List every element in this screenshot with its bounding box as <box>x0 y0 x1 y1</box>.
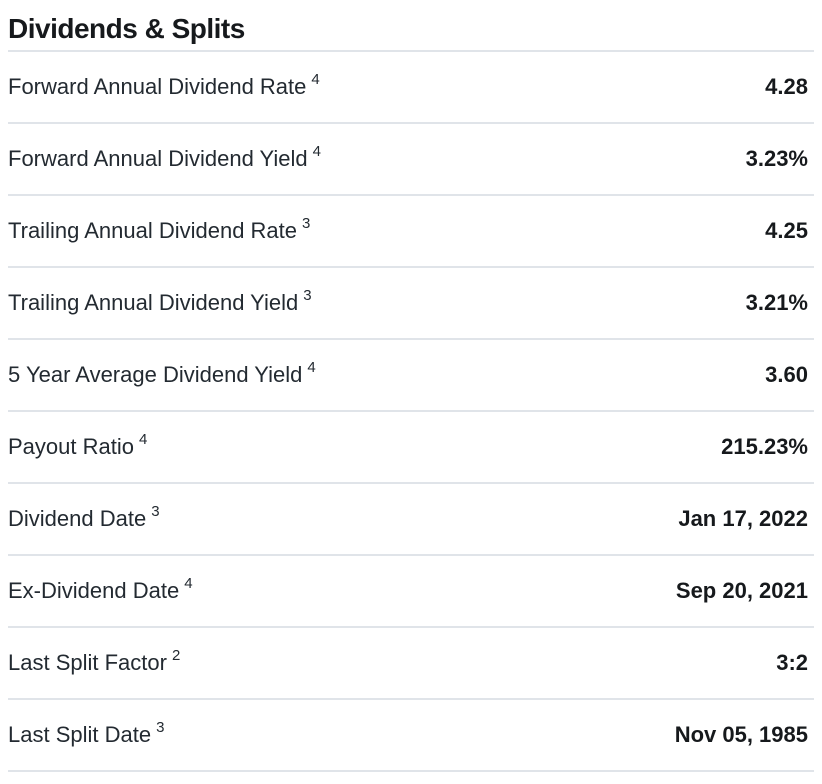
stat-label-text: 5 Year Average Dividend Yield <box>8 362 303 387</box>
stat-label: Last Split Factor 2 <box>8 646 181 676</box>
stat-value: 3.60 <box>765 362 808 387</box>
stat-value: Sep 20, 2021 <box>675 578 808 603</box>
footnote-ref: 4 <box>307 358 316 376</box>
stat-row-trailing-annual-dividend-yield: Trailing Annual Dividend Yield 3 3.21% <box>8 268 814 340</box>
stat-label: 5 Year Average Dividend Yield 4 <box>8 358 316 388</box>
stat-label-text: Forward Annual Dividend Rate <box>8 74 307 99</box>
section-title: Dividends & Splits <box>8 13 245 44</box>
footnote-ref: 3 <box>156 718 165 736</box>
stat-row-last-split-date: Last Split Date 3 Nov 05, 1985 <box>8 700 814 772</box>
stat-label: Payout Ratio 4 <box>8 430 148 460</box>
footnote-ref: 2 <box>171 646 181 664</box>
section-header: Dividends & Splits <box>8 0 814 52</box>
stat-value: 215.23% <box>721 434 808 459</box>
footnote-ref: 4 <box>311 70 320 88</box>
stat-label: Trailing Annual Dividend Rate 3 <box>8 214 311 244</box>
stat-label-text: Trailing Annual Dividend Rate <box>8 218 298 243</box>
stat-value: 3:2 <box>776 650 808 675</box>
stat-label: Ex-Dividend Date 4 <box>8 574 193 604</box>
stat-label-text: Ex-Dividend Date <box>8 578 180 603</box>
stat-label-text: Dividend Date <box>8 506 147 531</box>
footnote-ref: 4 <box>138 430 148 448</box>
stat-value: Jan 17, 2022 <box>678 506 808 531</box>
stat-label: Trailing Annual Dividend Yield 3 <box>8 286 312 316</box>
stat-label: Forward Annual Dividend Rate 4 <box>8 70 320 100</box>
stat-label: Last Split Date 3 <box>8 718 165 748</box>
stat-value: 3.23% <box>745 146 808 171</box>
stat-row-trailing-annual-dividend-rate: Trailing Annual Dividend Rate 3 4.25 <box>8 196 814 268</box>
footnote-ref: 3 <box>303 286 312 304</box>
stat-row-dividend-date: Dividend Date 3 Jan 17, 2022 <box>8 484 814 556</box>
stat-row-ex-dividend-date: Ex-Dividend Date 4 Sep 20, 2021 <box>8 556 814 628</box>
stat-label-text: Forward Annual Dividend Yield <box>8 146 308 171</box>
footnote-ref: 3 <box>151 502 160 520</box>
stat-row-last-split-factor: Last Split Factor 2 3:2 <box>8 628 814 700</box>
footnote-ref: 3 <box>302 214 311 232</box>
stat-value: Nov 05, 1985 <box>674 722 808 747</box>
stat-label: Dividend Date 3 <box>8 502 160 532</box>
stat-value: 3.21% <box>745 290 808 315</box>
stat-label-text: Trailing Annual Dividend Yield <box>8 290 299 315</box>
stat-label-text: Last Split Date <box>8 722 152 747</box>
stat-value: 4.25 <box>765 218 808 243</box>
stat-row-5-year-average-dividend-yield: 5 Year Average Dividend Yield 4 3.60 <box>8 340 814 412</box>
stat-label-text: Payout Ratio <box>8 434 134 459</box>
footnote-ref: 4 <box>312 142 321 160</box>
footnote-ref: 4 <box>184 574 193 592</box>
stat-row-forward-annual-dividend-rate: Forward Annual Dividend Rate 4 4.28 <box>8 52 814 124</box>
stat-value: 4.28 <box>765 74 808 99</box>
stat-row-payout-ratio: Payout Ratio 4 215.23% <box>8 412 814 484</box>
stat-row-forward-annual-dividend-yield: Forward Annual Dividend Yield 4 3.23% <box>8 124 814 196</box>
stat-label-text: Last Split Factor <box>8 650 167 675</box>
stat-label: Forward Annual Dividend Yield 4 <box>8 142 321 172</box>
